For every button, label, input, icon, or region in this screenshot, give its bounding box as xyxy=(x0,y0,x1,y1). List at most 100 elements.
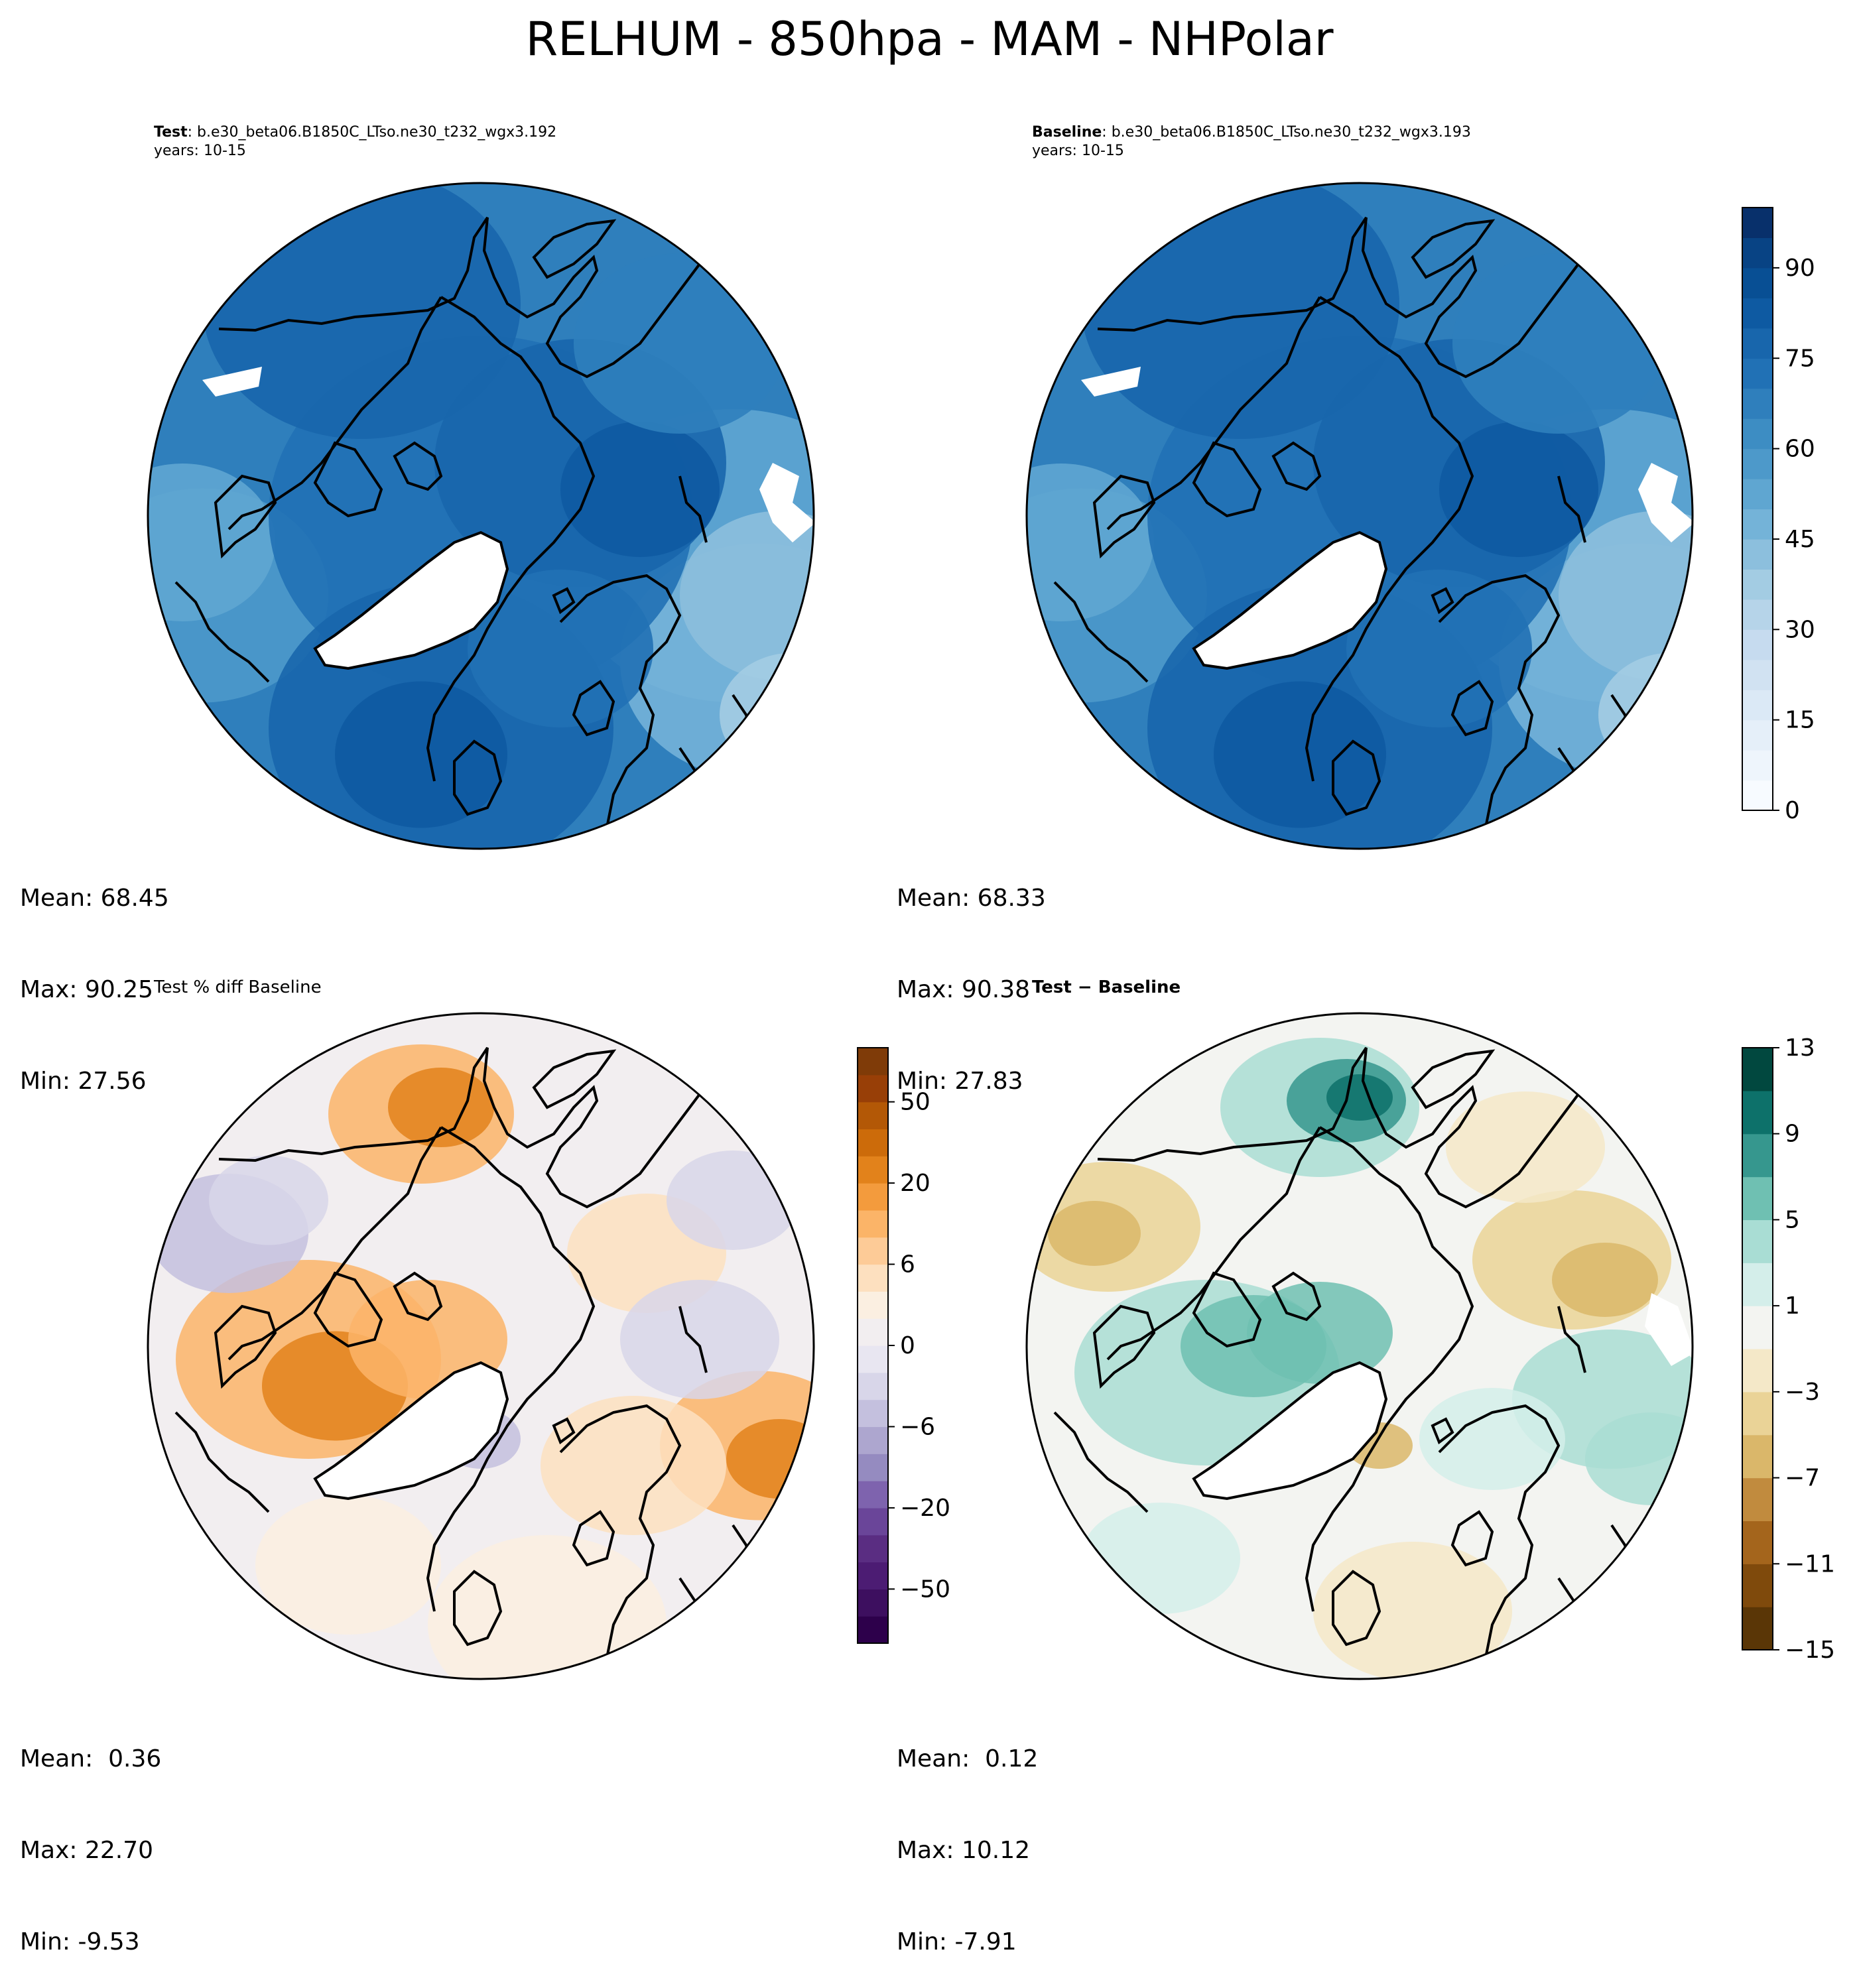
colorbar-diff: −15 −11 −7 −3 1 5 9 13 xyxy=(1742,1034,1835,1664)
colorbar-level xyxy=(1742,659,1773,690)
panel-title-baseline: Baseline: b.e30_beta06.B1850C_LTso.ne30_… xyxy=(1032,124,1471,159)
map-fill xyxy=(1027,1013,1693,1679)
colorbar-level xyxy=(858,1048,888,1076)
colorbar-level xyxy=(1742,569,1773,600)
stat-mean: Mean: 0.36 xyxy=(20,1745,162,1772)
colorbar-level xyxy=(858,1454,888,1481)
colorbar-level xyxy=(858,1318,888,1346)
map-fill xyxy=(148,1013,814,1679)
colorbar-level xyxy=(858,1156,888,1184)
map-fill xyxy=(1027,183,1693,849)
colorbar-level xyxy=(1742,237,1773,269)
colorbar-level xyxy=(1742,1434,1773,1479)
colorbar-level xyxy=(858,1507,888,1536)
stat-max: Max: 10.12 xyxy=(897,1837,1031,1864)
colorbar-level xyxy=(858,1101,888,1130)
colorbar-level xyxy=(1742,298,1773,329)
colorbar-level xyxy=(1742,1391,1773,1436)
map-boundary xyxy=(1025,182,1694,850)
colorbar-tick-label: 0 xyxy=(1785,797,1800,824)
panel-title-diff: Test − Baseline xyxy=(1032,977,1181,997)
colorbar-level xyxy=(1742,388,1773,419)
colorbar-level xyxy=(1742,1263,1773,1306)
polar-map-panel-bottom-left xyxy=(147,1012,815,1680)
colorbar-tick-label: 9 xyxy=(1785,1121,1800,1148)
colorbar-level xyxy=(858,1534,888,1563)
colorbar-tick-label: 15 xyxy=(1785,707,1815,734)
colorbar-level xyxy=(1742,448,1773,479)
colorbar-level xyxy=(1742,1090,1773,1135)
colorbar-tick-label: 30 xyxy=(1785,616,1815,643)
colorbar-level xyxy=(1742,267,1773,298)
colorbar-level xyxy=(858,1074,888,1103)
colorbar-level xyxy=(858,1183,888,1211)
stat-mean: Mean: 68.45 xyxy=(20,885,169,912)
panel-title-test: Test: b.e30_beta06.B1850C_LTso.ne30_t232… xyxy=(154,124,557,159)
colorbar-level xyxy=(1742,1133,1773,1178)
colorbar-level xyxy=(858,1237,888,1265)
stats-baseline: Mean: 68.33 Max: 90.38 Min: 27.83 xyxy=(897,822,1046,1127)
colorbar-level xyxy=(858,1616,888,1644)
colorbar-frame xyxy=(1742,207,1773,811)
colorbar-level xyxy=(858,1426,888,1454)
colorbar-level xyxy=(858,1345,888,1373)
colorbar-level xyxy=(858,1481,888,1509)
colorbar-tick-label: −20 xyxy=(900,1495,950,1522)
stat-max: Max: 90.25 xyxy=(20,976,154,1003)
colorbar-level xyxy=(1742,1349,1773,1393)
stat-max: Max: 22.70 xyxy=(20,1837,154,1864)
colorbar-tick-label: 90 xyxy=(1785,255,1815,282)
colorbar-tick-label: 50 xyxy=(900,1089,930,1116)
stat-min: Min: -9.53 xyxy=(20,1928,140,1956)
colorbar-level xyxy=(858,1291,888,1319)
colorbar-level xyxy=(1742,1306,1773,1349)
stat-min: Min: -7.91 xyxy=(897,1928,1017,1956)
colorbar-relhum: 0 15 30 45 60 75 90 xyxy=(1742,207,1815,824)
colorbar-level xyxy=(1742,690,1773,721)
colorbar-level xyxy=(1742,208,1773,239)
map-boundary xyxy=(1025,1012,1694,1680)
stats-test: Mean: 68.45 Max: 90.25 Min: 27.56 xyxy=(20,822,169,1127)
map-boundary xyxy=(147,1012,815,1680)
polar-map-panel-top-right xyxy=(1025,182,1694,850)
colorbar-tick-label: 0 xyxy=(900,1332,915,1359)
colorbar-level xyxy=(858,1372,888,1400)
colorbar-tick-label: −7 xyxy=(1785,1465,1820,1492)
figure-canvas: 0153045607590−50−20−6062050−15−11−7−3159… xyxy=(147,182,1835,1680)
colorbar-frame xyxy=(1742,1047,1773,1650)
colorbar-tick-label: −11 xyxy=(1785,1550,1835,1578)
map-fill xyxy=(148,183,814,849)
colorbar-level xyxy=(1742,509,1773,540)
colorbar-tick-label: 1 xyxy=(1785,1292,1800,1320)
colorbar-tick-label: −6 xyxy=(900,1413,935,1440)
stat-mean: Mean: 68.33 xyxy=(897,885,1046,912)
colorbar-level xyxy=(858,1399,888,1428)
colorbar-tick-label: 6 xyxy=(900,1251,915,1278)
map-boundary xyxy=(147,182,815,850)
colorbar-level xyxy=(858,1264,888,1292)
colorbar-level xyxy=(1742,1477,1773,1522)
stat-mean: Mean: 0.12 xyxy=(897,1745,1039,1772)
colorbar-tick-label: 5 xyxy=(1785,1206,1800,1233)
colorbar-level xyxy=(1742,1564,1773,1607)
colorbar-level xyxy=(1742,1048,1773,1091)
stat-max: Max: 90.38 xyxy=(897,976,1031,1003)
stat-min: Min: 27.56 xyxy=(20,1068,147,1095)
colorbar-tick-label: 20 xyxy=(900,1170,930,1197)
colorbar-tick-label: 60 xyxy=(1785,436,1815,463)
colorbar-tick-label: 13 xyxy=(1785,1034,1815,1062)
colorbar-level xyxy=(1742,328,1773,359)
colorbar-pct-diff: −50 −20 −6 0 6 20 50 xyxy=(857,1047,950,1644)
polar-map-panel-bottom-right xyxy=(1025,1012,1694,1680)
colorbar-level xyxy=(858,1210,888,1238)
polar-map-panel-top-left xyxy=(147,182,815,850)
colorbar-tick-label: −15 xyxy=(1785,1637,1835,1664)
colorbar-level xyxy=(1742,750,1773,781)
colorbar-level xyxy=(1742,418,1773,450)
colorbar-level xyxy=(1742,538,1773,570)
colorbar-level xyxy=(1742,1219,1773,1263)
colorbar-level xyxy=(1742,479,1773,510)
colorbar-level xyxy=(1742,629,1773,660)
colorbar-level xyxy=(858,1589,888,1617)
colorbar-level xyxy=(1742,1521,1773,1564)
